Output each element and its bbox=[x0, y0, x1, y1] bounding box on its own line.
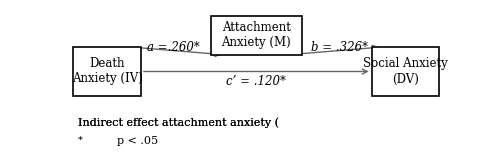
Text: Indirect effect attachment anxiety (: Indirect effect attachment anxiety ( bbox=[78, 118, 279, 128]
Text: a =.260*: a =.260* bbox=[146, 41, 200, 54]
FancyBboxPatch shape bbox=[372, 47, 440, 96]
Text: *: * bbox=[78, 136, 83, 145]
Text: c’ = .120*: c’ = .120* bbox=[226, 75, 286, 88]
Text: Death
Anxiety (IV): Death Anxiety (IV) bbox=[72, 57, 142, 86]
Text: Indirect effect attachment anxiety (: Indirect effect attachment anxiety ( bbox=[78, 118, 279, 128]
FancyBboxPatch shape bbox=[210, 16, 302, 55]
FancyBboxPatch shape bbox=[73, 47, 141, 96]
Text: Social Anxiety
(DV): Social Anxiety (DV) bbox=[363, 57, 448, 86]
Text: p < .05: p < .05 bbox=[117, 136, 158, 146]
Text: Attachment
Anxiety (M): Attachment Anxiety (M) bbox=[222, 22, 291, 49]
Text: b = .326*: b = .326* bbox=[311, 41, 368, 54]
